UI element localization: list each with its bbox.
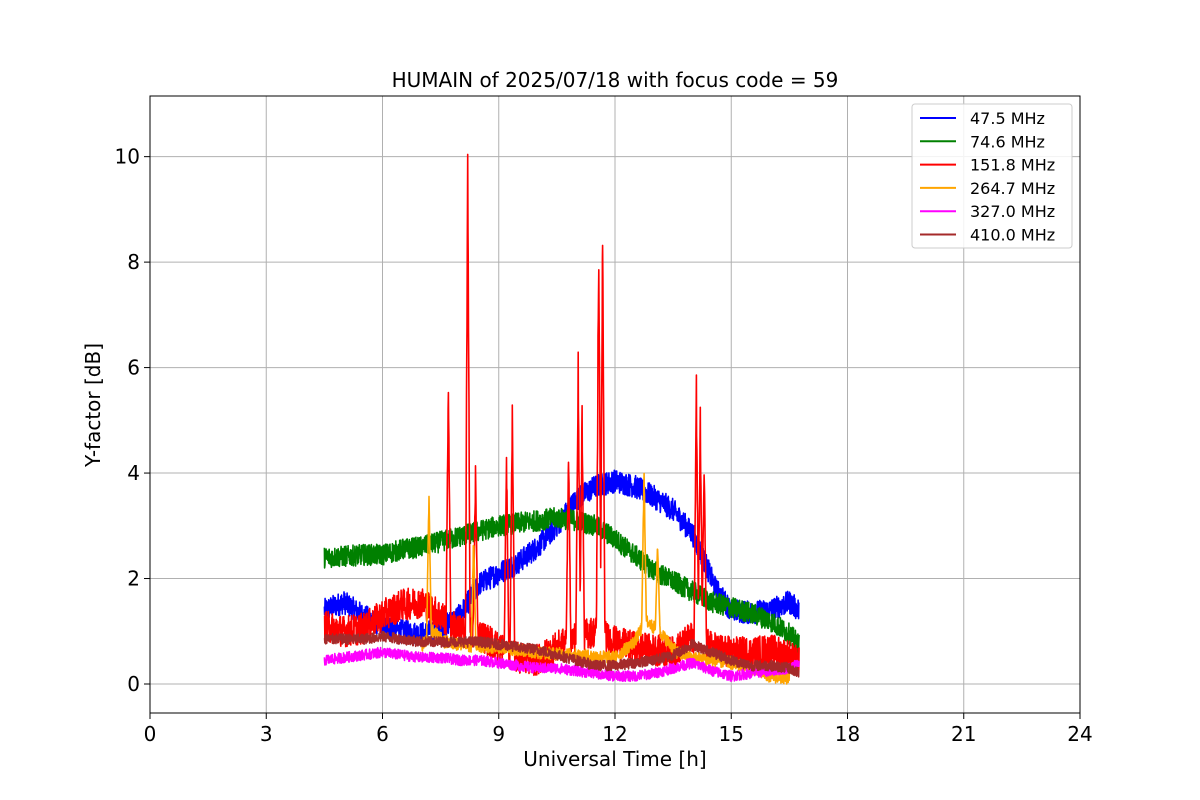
legend-label: 327.0 MHz xyxy=(970,202,1055,221)
x-tick-label: 15 xyxy=(719,722,744,746)
legend-label: 151.8 MHz xyxy=(970,156,1055,175)
legend: 47.5 MHz 74.6 MHz 151.8 MHz 264.7 MHz 327.0… xyxy=(911,103,1073,249)
y-tick-label: 2 xyxy=(127,567,140,591)
x-tick-label: 0 xyxy=(144,722,157,746)
y-axis-label: Y-factor [dB] xyxy=(81,343,105,468)
x-tick-label: 18 xyxy=(835,722,860,746)
x-tick-label: 21 xyxy=(951,722,976,746)
x-tick-label: 12 xyxy=(602,722,627,746)
chart-title: HUMAIN of 2025/07/18 with focus code = 5… xyxy=(392,68,839,92)
legend-label: 47.5 MHz xyxy=(970,109,1045,128)
x-tick-label: 9 xyxy=(492,722,505,746)
series-line-2 xyxy=(323,153,800,677)
y-tick-label: 8 xyxy=(127,250,140,274)
series-line-5 xyxy=(323,630,800,678)
x-axis-label: Universal Time [h] xyxy=(523,747,706,771)
series-line-1 xyxy=(323,507,800,655)
x-tick-label: 24 xyxy=(1067,722,1092,746)
legend-label: 410.0 MHz xyxy=(970,226,1055,245)
series-line-4 xyxy=(323,646,800,682)
x-tick-label: 6 xyxy=(376,722,389,746)
y-tick-label: 0 xyxy=(127,672,140,696)
y-tick-label: 10 xyxy=(115,145,140,169)
y-tick-label: 4 xyxy=(127,461,140,485)
x-tick-label: 3 xyxy=(260,722,273,746)
y-tick-label: 6 xyxy=(127,356,140,380)
legend-label: 264.7 MHz xyxy=(970,179,1055,198)
legend-label: 74.6 MHz xyxy=(970,132,1045,151)
series-layer xyxy=(323,153,800,685)
